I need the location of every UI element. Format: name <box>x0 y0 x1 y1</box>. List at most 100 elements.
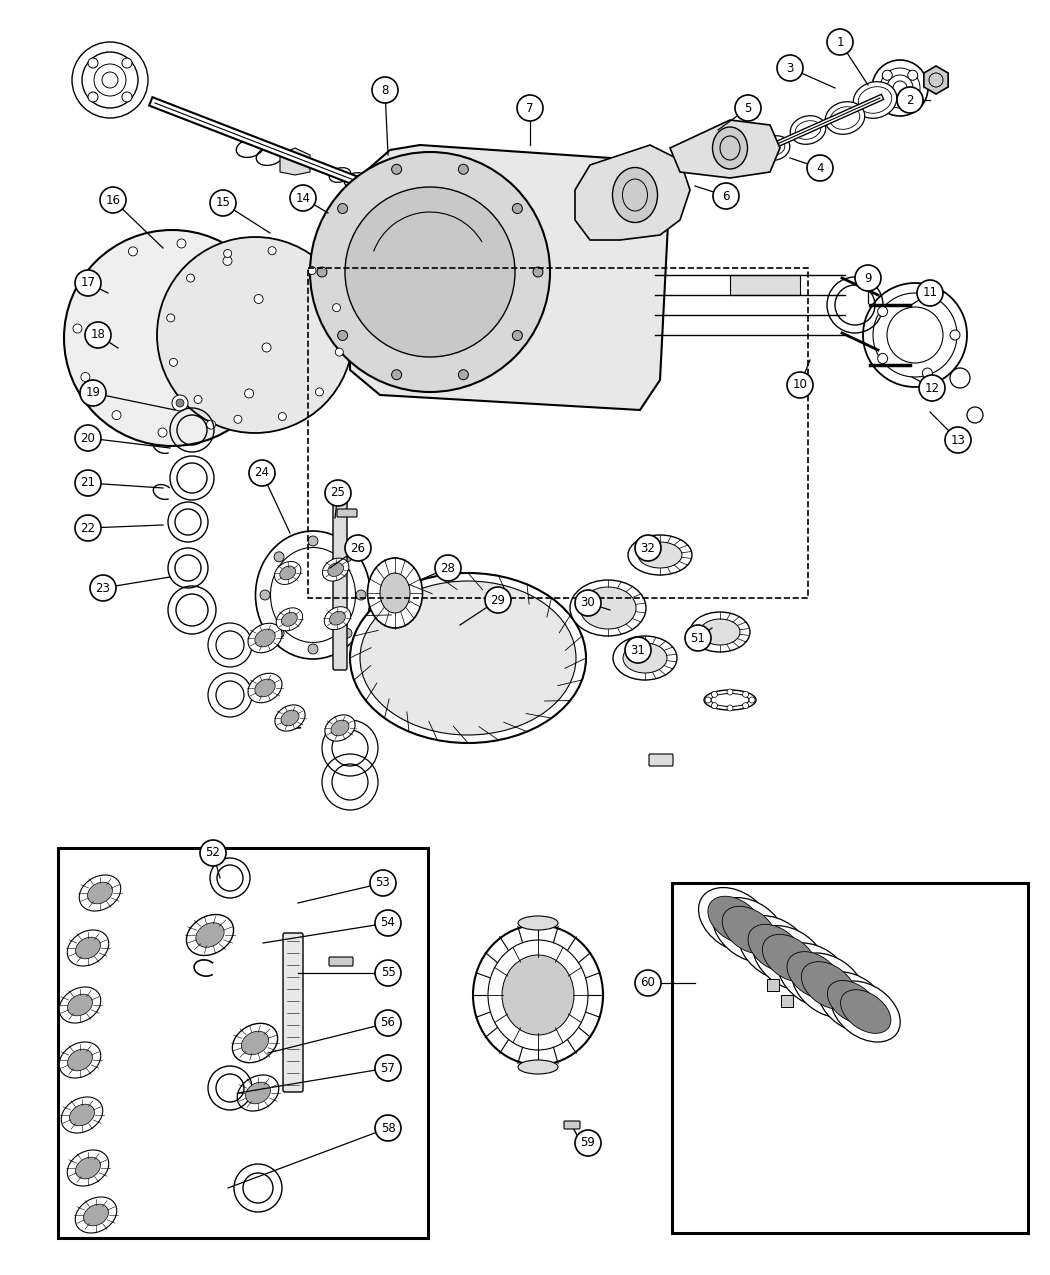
FancyBboxPatch shape <box>58 848 428 1238</box>
Ellipse shape <box>276 608 302 631</box>
Text: 53: 53 <box>376 876 391 890</box>
Ellipse shape <box>113 288 122 302</box>
Ellipse shape <box>281 710 299 725</box>
Ellipse shape <box>380 572 410 613</box>
Ellipse shape <box>87 882 112 904</box>
Text: 56: 56 <box>380 1016 396 1029</box>
Ellipse shape <box>196 923 224 947</box>
Text: 23: 23 <box>96 581 110 594</box>
Ellipse shape <box>768 941 838 993</box>
Circle shape <box>742 703 749 709</box>
Circle shape <box>777 55 803 82</box>
Text: 25: 25 <box>331 487 345 500</box>
Text: 18: 18 <box>90 329 105 342</box>
Text: 20: 20 <box>81 431 96 445</box>
Ellipse shape <box>76 1158 101 1179</box>
Circle shape <box>274 629 285 639</box>
Ellipse shape <box>698 887 772 952</box>
Ellipse shape <box>854 82 897 119</box>
Ellipse shape <box>818 972 887 1033</box>
Circle shape <box>75 270 101 296</box>
Circle shape <box>625 638 651 663</box>
Circle shape <box>200 840 226 866</box>
FancyBboxPatch shape <box>649 754 673 766</box>
Circle shape <box>713 184 739 209</box>
Circle shape <box>335 348 343 356</box>
Text: 60: 60 <box>640 977 655 989</box>
FancyBboxPatch shape <box>766 979 779 991</box>
Circle shape <box>158 428 167 437</box>
Circle shape <box>392 370 402 380</box>
Circle shape <box>290 185 316 210</box>
Circle shape <box>172 395 188 411</box>
Circle shape <box>176 399 184 407</box>
Ellipse shape <box>232 1024 277 1062</box>
Ellipse shape <box>791 116 825 144</box>
Ellipse shape <box>67 1049 92 1071</box>
Text: 31: 31 <box>631 644 646 657</box>
Circle shape <box>742 691 749 697</box>
Text: 15: 15 <box>215 196 230 209</box>
Ellipse shape <box>255 629 275 646</box>
Ellipse shape <box>242 1031 269 1054</box>
Ellipse shape <box>713 898 785 963</box>
Text: 54: 54 <box>380 917 396 929</box>
Circle shape <box>249 460 275 486</box>
Text: 59: 59 <box>581 1136 595 1150</box>
Text: 19: 19 <box>85 386 101 399</box>
Ellipse shape <box>713 128 748 170</box>
Ellipse shape <box>246 1082 271 1104</box>
Circle shape <box>372 76 398 103</box>
Text: 16: 16 <box>105 194 121 207</box>
Circle shape <box>158 237 353 434</box>
Circle shape <box>908 70 918 80</box>
Circle shape <box>333 303 340 311</box>
FancyBboxPatch shape <box>781 994 793 1007</box>
Text: 22: 22 <box>81 521 96 534</box>
Circle shape <box>75 470 101 496</box>
Circle shape <box>882 70 892 80</box>
Text: 8: 8 <box>381 83 388 97</box>
Circle shape <box>749 697 755 703</box>
Ellipse shape <box>331 720 349 736</box>
Ellipse shape <box>255 530 371 659</box>
Ellipse shape <box>729 914 799 966</box>
Circle shape <box>727 688 733 695</box>
Ellipse shape <box>708 896 762 944</box>
Ellipse shape <box>518 1060 558 1074</box>
Circle shape <box>575 590 601 616</box>
Circle shape <box>262 343 271 352</box>
Circle shape <box>234 416 242 423</box>
Circle shape <box>917 280 943 306</box>
Ellipse shape <box>350 572 586 743</box>
Text: 55: 55 <box>380 966 396 979</box>
Ellipse shape <box>832 980 900 1042</box>
Circle shape <box>712 703 717 709</box>
Circle shape <box>81 372 90 381</box>
Ellipse shape <box>690 612 750 652</box>
Text: 52: 52 <box>206 847 220 859</box>
Ellipse shape <box>328 562 343 576</box>
Ellipse shape <box>805 968 877 1021</box>
Ellipse shape <box>700 618 740 645</box>
Ellipse shape <box>59 987 101 1023</box>
Circle shape <box>375 960 401 986</box>
Ellipse shape <box>281 612 297 626</box>
Text: 21: 21 <box>81 477 96 490</box>
Ellipse shape <box>69 1104 94 1126</box>
Circle shape <box>177 238 186 247</box>
Circle shape <box>90 575 116 601</box>
Ellipse shape <box>628 536 692 575</box>
Circle shape <box>122 92 132 102</box>
Ellipse shape <box>612 167 657 223</box>
Ellipse shape <box>187 914 233 955</box>
Circle shape <box>167 314 174 321</box>
Circle shape <box>908 96 918 106</box>
Text: 1: 1 <box>836 36 844 48</box>
Ellipse shape <box>613 636 677 680</box>
Ellipse shape <box>274 561 301 584</box>
Text: 13: 13 <box>950 434 965 446</box>
Circle shape <box>310 152 550 391</box>
Ellipse shape <box>704 690 756 710</box>
Text: 30: 30 <box>581 597 595 609</box>
